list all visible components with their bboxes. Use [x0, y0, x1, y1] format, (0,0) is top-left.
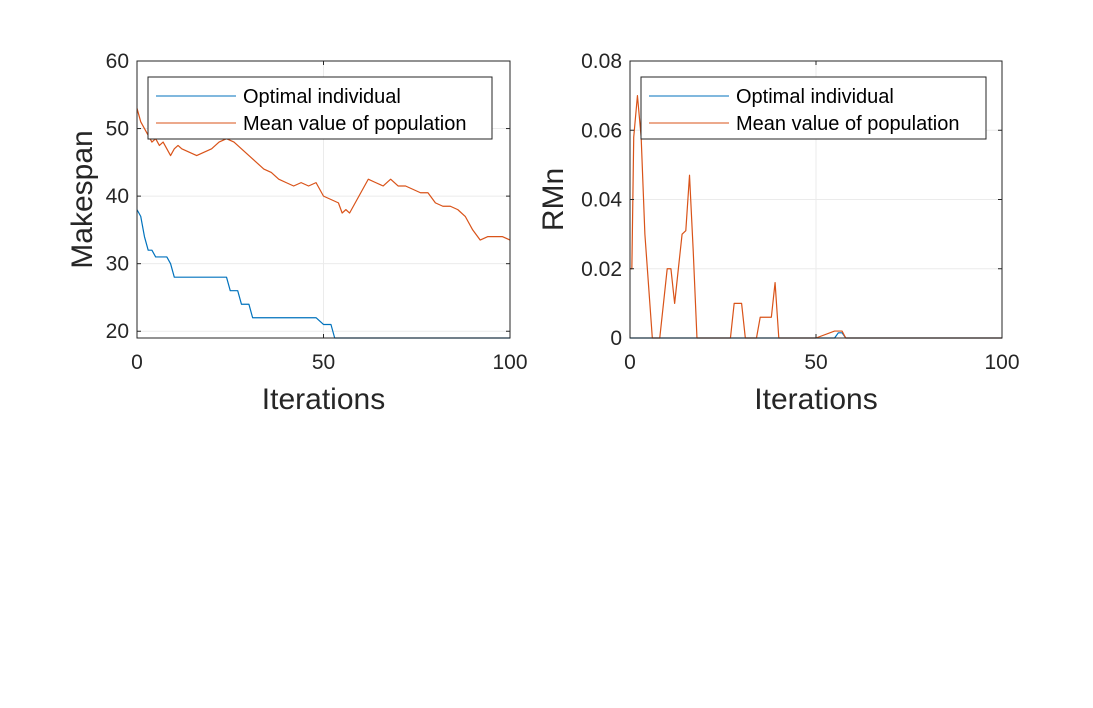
legend-box: [147, 76, 493, 140]
x-tick-label: 100: [984, 351, 1019, 374]
legend: Optimal individual Mean value of populat…: [147, 76, 493, 140]
x-tick-label: 0: [624, 351, 636, 374]
y-tick-label: 0.06: [581, 119, 622, 142]
ticks: 0 50 100 0 0.02 0.04 0.06 0.08: [581, 50, 1019, 374]
y-tick-label: 0.02: [581, 258, 622, 281]
legend-entry-optimal-individual: Optimal individual: [736, 86, 894, 108]
y-tick-label: 40: [106, 185, 129, 208]
x-axis-label: Iterations: [262, 383, 385, 416]
legend-entry-mean-value: Mean value of population: [243, 113, 467, 135]
legend-entry-optimal-individual: Optimal individual: [243, 86, 401, 108]
x-tick-label: 0: [131, 351, 143, 374]
makespan-chart: 0 50 100 20 30 40 50 60 Iterations Makespan Opt…: [66, 50, 528, 416]
y-tick-label: 20: [106, 320, 129, 343]
ticks: 0 50 100 20 30 40 50 60: [106, 50, 528, 374]
y-tick-label: 30: [106, 253, 129, 276]
x-tick-label: 50: [804, 351, 827, 374]
x-tick-label: 100: [492, 351, 527, 374]
rmn-chart: 0 50 100 0 0.02 0.04 0.06 0.08 Iterations RMn O…: [537, 50, 1020, 416]
y-tick-label: 50: [106, 118, 129, 141]
y-axis-label: RMn: [537, 168, 570, 231]
legend: Optimal individual Mean value of populat…: [640, 76, 987, 140]
x-tick-label: 50: [312, 351, 335, 374]
y-tick-label: 0.04: [581, 189, 622, 212]
y-tick-label: 0.08: [581, 50, 622, 73]
y-tick-label: 0: [610, 327, 622, 350]
y-axis-label: Makespan: [66, 130, 99, 268]
legend-entry-mean-value: Mean value of population: [736, 113, 960, 135]
y-tick-label: 60: [106, 50, 129, 73]
x-axis-label: Iterations: [754, 383, 877, 416]
legend-box: [640, 76, 987, 140]
series-line-mean-value: [136, 108, 511, 241]
